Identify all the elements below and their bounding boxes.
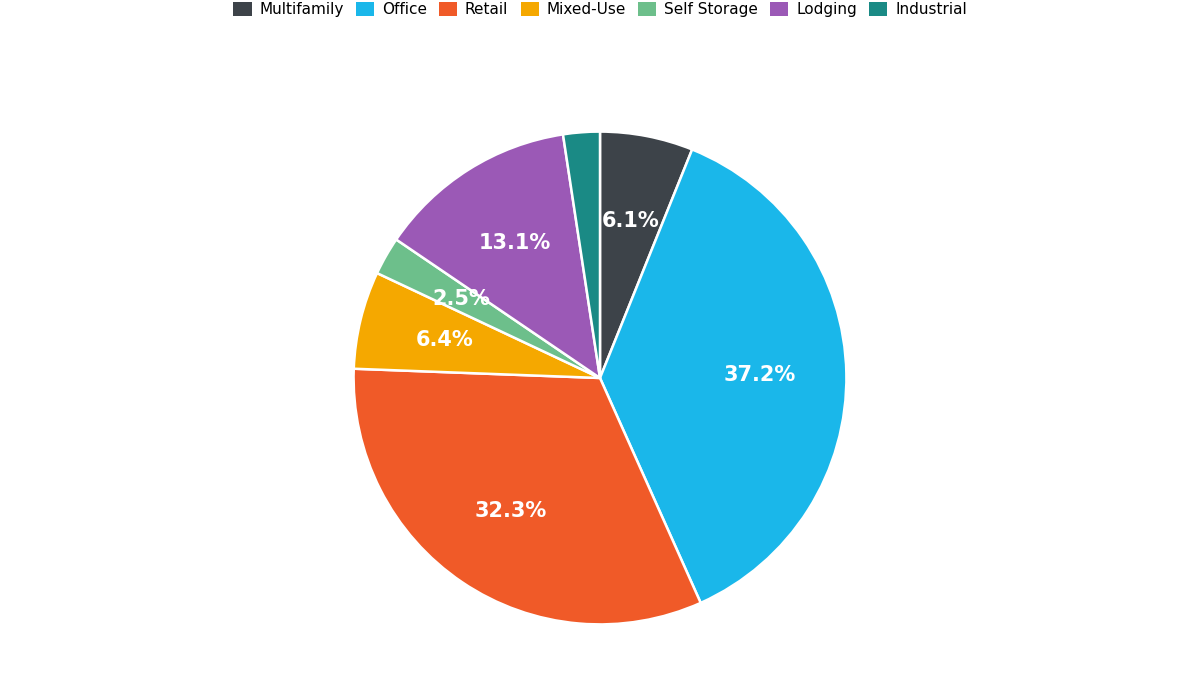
Wedge shape [354, 369, 701, 624]
Text: 6.1%: 6.1% [601, 211, 659, 231]
Wedge shape [377, 239, 600, 378]
Wedge shape [396, 134, 600, 378]
Wedge shape [600, 132, 692, 378]
Wedge shape [600, 150, 846, 603]
Wedge shape [354, 273, 600, 378]
Text: 2.5%: 2.5% [432, 288, 490, 309]
Text: 32.3%: 32.3% [474, 500, 546, 521]
Text: 13.1%: 13.1% [479, 232, 551, 253]
Wedge shape [563, 132, 600, 378]
Text: 6.4%: 6.4% [415, 330, 473, 350]
Legend: Multifamily, Office, Retail, Mixed-Use, Self Storage, Lodging, Industrial: Multifamily, Office, Retail, Mixed-Use, … [228, 0, 972, 22]
Text: 37.2%: 37.2% [724, 365, 797, 385]
